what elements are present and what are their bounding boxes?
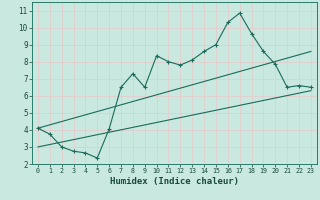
X-axis label: Humidex (Indice chaleur): Humidex (Indice chaleur) <box>110 177 239 186</box>
